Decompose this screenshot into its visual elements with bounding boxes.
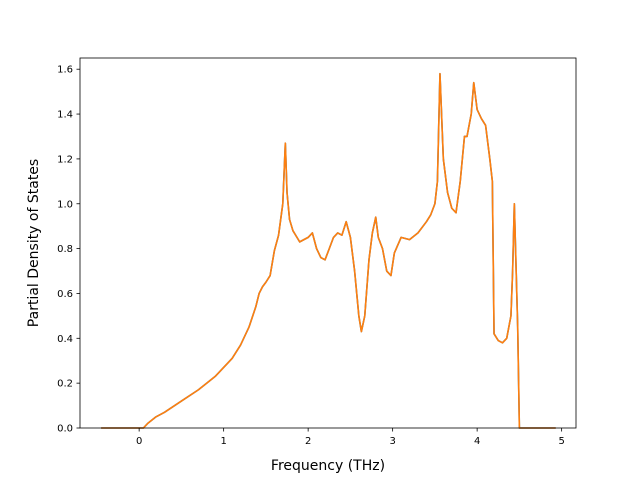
y-tick-label: 0.8 xyxy=(57,244,73,255)
y-tick-label: 0.0 xyxy=(57,424,73,435)
y-axis: 0.0 0.2 0.4 0.6 0.8 1.0 1.2 1.4 1.6 xyxy=(57,65,80,435)
x-tick-label: 5 xyxy=(558,436,564,447)
y-axis-title: Partial Density of States xyxy=(26,159,42,327)
x-tick-label: 3 xyxy=(389,436,395,447)
series-line-2 xyxy=(101,72,556,429)
y-tick-label: 1.4 xyxy=(57,110,73,121)
y-tick-label: 1.6 xyxy=(57,65,73,76)
y-tick-label: 0.4 xyxy=(57,334,73,345)
x-tick-label: 1 xyxy=(220,436,226,447)
x-axis: 0 1 2 3 4 5 xyxy=(136,428,565,447)
plot-area-frame xyxy=(79,57,577,429)
x-tick-label: 4 xyxy=(474,436,480,447)
y-tick-label: 1.0 xyxy=(57,199,73,210)
y-tick-label: 0.6 xyxy=(57,289,73,300)
x-tick-label: 2 xyxy=(305,436,311,447)
x-tick-label: 0 xyxy=(136,436,142,447)
x-axis-title: Frequency (THz) xyxy=(271,458,385,474)
y-tick-label: 0.2 xyxy=(57,379,73,390)
series-layer xyxy=(101,72,556,429)
y-tick-label: 1.2 xyxy=(57,154,73,165)
